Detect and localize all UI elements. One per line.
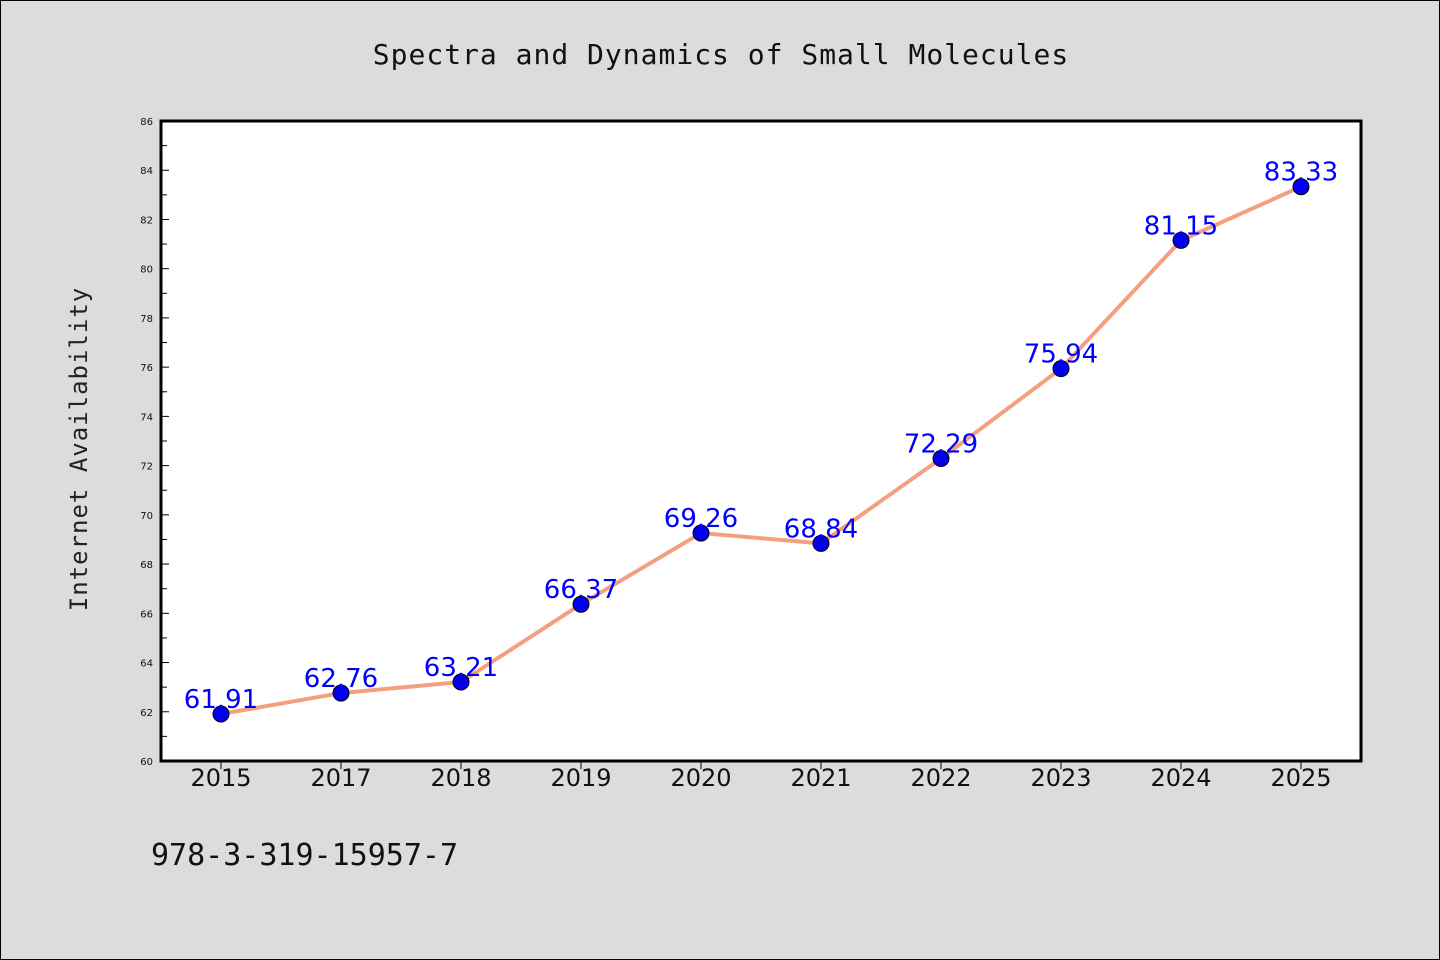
x-tick-label: 2020 xyxy=(670,764,731,792)
data-point xyxy=(452,673,470,691)
data-point xyxy=(1292,178,1310,196)
y-tick-label: 64 xyxy=(140,659,153,670)
data-point xyxy=(572,595,590,613)
y-tick-label: 78 xyxy=(140,314,153,325)
x-tick-label: 2025 xyxy=(1270,764,1331,792)
data-label: 61.91 xyxy=(184,685,258,715)
data-point xyxy=(1052,360,1070,378)
data-label: 63.21 xyxy=(424,653,498,683)
y-tick-label: 84 xyxy=(140,166,153,177)
y-tick-label: 60 xyxy=(140,757,153,768)
data-label: 81.15 xyxy=(1144,211,1218,241)
y-tick-label: 72 xyxy=(140,462,153,473)
data-label: 72.29 xyxy=(904,429,978,459)
x-tick-label: 2023 xyxy=(1030,764,1091,792)
footer-text: 978-3-319-15957-7 xyxy=(151,838,458,873)
data-label: 75.94 xyxy=(1024,340,1098,370)
x-tick-label: 2022 xyxy=(910,764,971,792)
x-tick-label: 2018 xyxy=(430,764,491,792)
x-tick-label: 2019 xyxy=(550,764,611,792)
x-axis: 2015 2017 2018 2019 2020 2021 2022 2023 2024 2025 xyxy=(190,761,1332,792)
y-axis: 60 62 64 66 68 70 72 74 76 78 80 82 84 86 xyxy=(140,117,169,768)
x-tick-label: 2017 xyxy=(310,764,371,792)
data-label: 66.37 xyxy=(544,575,618,605)
data-point xyxy=(692,524,710,542)
series-layer: 61.91 62.76 63.21 66.37 69.26 68.84 72.29 75.94… xyxy=(184,158,1338,723)
chart-title: Spectra and Dynamics of Small Molecules xyxy=(373,38,1069,71)
data-label: 69.26 xyxy=(664,504,738,534)
data-point xyxy=(812,534,830,552)
y-tick-label: 82 xyxy=(140,215,153,226)
data-label: 62.76 xyxy=(304,664,378,694)
x-tick-label: 2021 xyxy=(790,764,851,792)
y-tick-label: 80 xyxy=(140,265,153,276)
y-tick-label: 68 xyxy=(140,560,153,571)
series-line xyxy=(219,184,1303,716)
y-tick-label: 62 xyxy=(140,708,153,719)
y-tick-label: 86 xyxy=(140,117,153,128)
x-tick-label: 2015 xyxy=(190,764,251,792)
x-tick-label: 2024 xyxy=(1150,764,1211,792)
data-point xyxy=(1172,231,1190,249)
data-point xyxy=(212,705,230,723)
data-point xyxy=(332,684,350,702)
y-axis-label: Internet Availability xyxy=(65,287,93,611)
y-tick-label: 74 xyxy=(140,412,153,423)
y-tick-label: 66 xyxy=(140,609,153,620)
data-label: 83.33 xyxy=(1264,158,1338,188)
plot-area xyxy=(159,119,1363,763)
y-tick-label: 76 xyxy=(140,363,153,374)
data-point xyxy=(932,449,950,467)
y-tick-label: 70 xyxy=(140,511,153,522)
data-label: 68.84 xyxy=(784,514,858,544)
